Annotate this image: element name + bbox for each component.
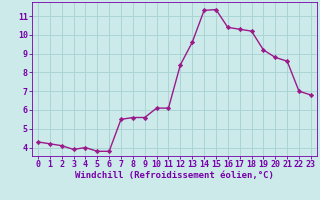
X-axis label: Windchill (Refroidissement éolien,°C): Windchill (Refroidissement éolien,°C) bbox=[75, 171, 274, 180]
